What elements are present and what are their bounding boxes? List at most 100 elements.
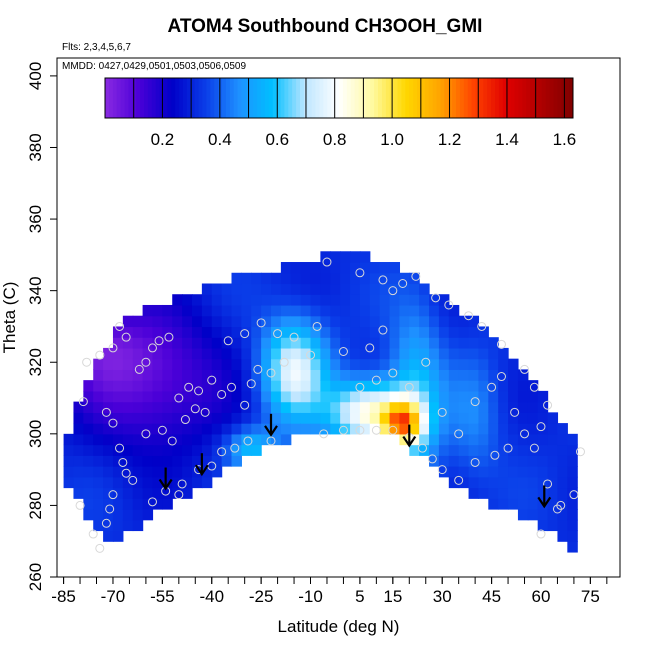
colorbar: 0.2 0.4 0.6 0.8 1.0 1.2 1.4 1.6 (104, 77, 576, 149)
colorbar-segment (194, 78, 200, 118)
colorbar-segment (136, 78, 141, 118)
heatmap-cell (438, 358, 450, 370)
heatmap-cell (142, 423, 154, 435)
heatmap-cell (261, 433, 272, 446)
heatmap-cell (330, 283, 341, 295)
heatmap-cell (201, 283, 213, 295)
heatmap-cell (162, 380, 173, 392)
heatmap-cell (369, 401, 381, 413)
heatmap-cell (330, 337, 341, 349)
colorbar-segment (233, 78, 239, 118)
heatmap-cell (340, 283, 351, 295)
heatmap-cell (508, 433, 519, 446)
heatmap-cell (103, 476, 114, 489)
colorbar-segment (346, 78, 352, 118)
heatmap-cell (93, 423, 104, 435)
heatmap-cell (152, 466, 163, 478)
colorbar-segment (288, 78, 293, 118)
heatmap-cell (241, 423, 252, 435)
y-tick-label: 340 (26, 276, 45, 304)
heatmap-cell (320, 283, 331, 295)
heatmap-cell (567, 508, 578, 521)
heatmap-cell (271, 272, 282, 285)
heatmap-cell (152, 380, 163, 392)
flight-arrow (158, 467, 173, 491)
colorbar-segment (569, 78, 574, 118)
x-axis-label: Latitude (deg N) (278, 617, 400, 636)
heatmap-cell (231, 455, 242, 467)
heatmap-cell (468, 337, 480, 349)
heatmap-cell (221, 423, 233, 435)
heatmap-cell (162, 423, 173, 435)
heatmap-cell (103, 390, 114, 403)
sample-point (240, 329, 250, 339)
heatmap-cell (567, 498, 578, 510)
heatmap-cell (438, 315, 450, 328)
sample-point (108, 490, 118, 500)
sample-point (108, 343, 118, 353)
heatmap-cell (300, 294, 312, 306)
heatmap-cell (172, 476, 183, 489)
heatmap-cell (498, 347, 509, 360)
heatmap-cell (211, 358, 223, 370)
heatmap-cell (231, 304, 242, 317)
heatmap-cell (211, 412, 223, 424)
colorbar-segment (420, 78, 426, 118)
heatmap-cell (409, 326, 420, 338)
heatmap-cell (537, 519, 549, 532)
heatmap-cell (527, 423, 539, 435)
heatmap-cell (537, 476, 549, 489)
heatmap-cell (271, 433, 282, 446)
heatmap-cell (211, 390, 223, 403)
heatmap-cell (142, 433, 154, 446)
heatmap-cell (241, 283, 252, 295)
heatmap-cell (241, 369, 252, 381)
heatmap-cell (399, 294, 410, 306)
heatmap-cell (221, 326, 233, 338)
heatmap-cell (132, 508, 144, 521)
heatmap-cell (359, 304, 371, 317)
heatmap-cell (409, 390, 420, 403)
colorbar-segment (339, 78, 344, 118)
heatmap-cell (300, 304, 312, 317)
heatmap-cell (290, 304, 302, 317)
heatmap-cell (211, 326, 223, 338)
heatmap-cell (567, 433, 578, 446)
heatmap-cell (320, 294, 331, 306)
heatmap-cell (359, 294, 371, 306)
sample-point (470, 457, 480, 467)
heatmap-cell (478, 369, 489, 381)
sample-point (95, 543, 105, 553)
heatmap-cell (112, 390, 124, 403)
heatmap-cell (132, 347, 144, 360)
heatmap-cell (419, 369, 430, 381)
colorbar-segment (307, 78, 313, 118)
heatmap-cell (458, 390, 470, 403)
heatmap-cell (369, 337, 381, 349)
heatmap-cell (300, 423, 312, 435)
heatmap-cell (448, 423, 460, 435)
heatmap-cell (231, 433, 242, 446)
heatmap-cell (389, 326, 401, 338)
colorbar-tick-label: 1.2 (438, 130, 462, 149)
heatmap-cell (191, 369, 203, 381)
heatmap-cell (211, 423, 223, 435)
colorbar-tick-label: 0.8 (323, 130, 347, 149)
heatmap-cell (419, 380, 430, 392)
heatmap-cell (527, 380, 539, 392)
sample-point (371, 425, 381, 435)
heatmap-cell (537, 423, 549, 435)
heatmap-cell (241, 401, 252, 413)
heatmap-cell (231, 412, 242, 424)
colorbar-segment (467, 78, 473, 118)
heatmap-cell (320, 304, 331, 317)
sample-point (240, 400, 250, 410)
flight-arrow (402, 424, 417, 448)
heatmap-cell (498, 412, 509, 424)
heatmap-cell (557, 530, 568, 542)
heatmap-cell (112, 412, 124, 424)
colorbar-segment (483, 78, 488, 118)
heatmap-cell (73, 401, 84, 413)
heatmap-cell (172, 347, 183, 360)
